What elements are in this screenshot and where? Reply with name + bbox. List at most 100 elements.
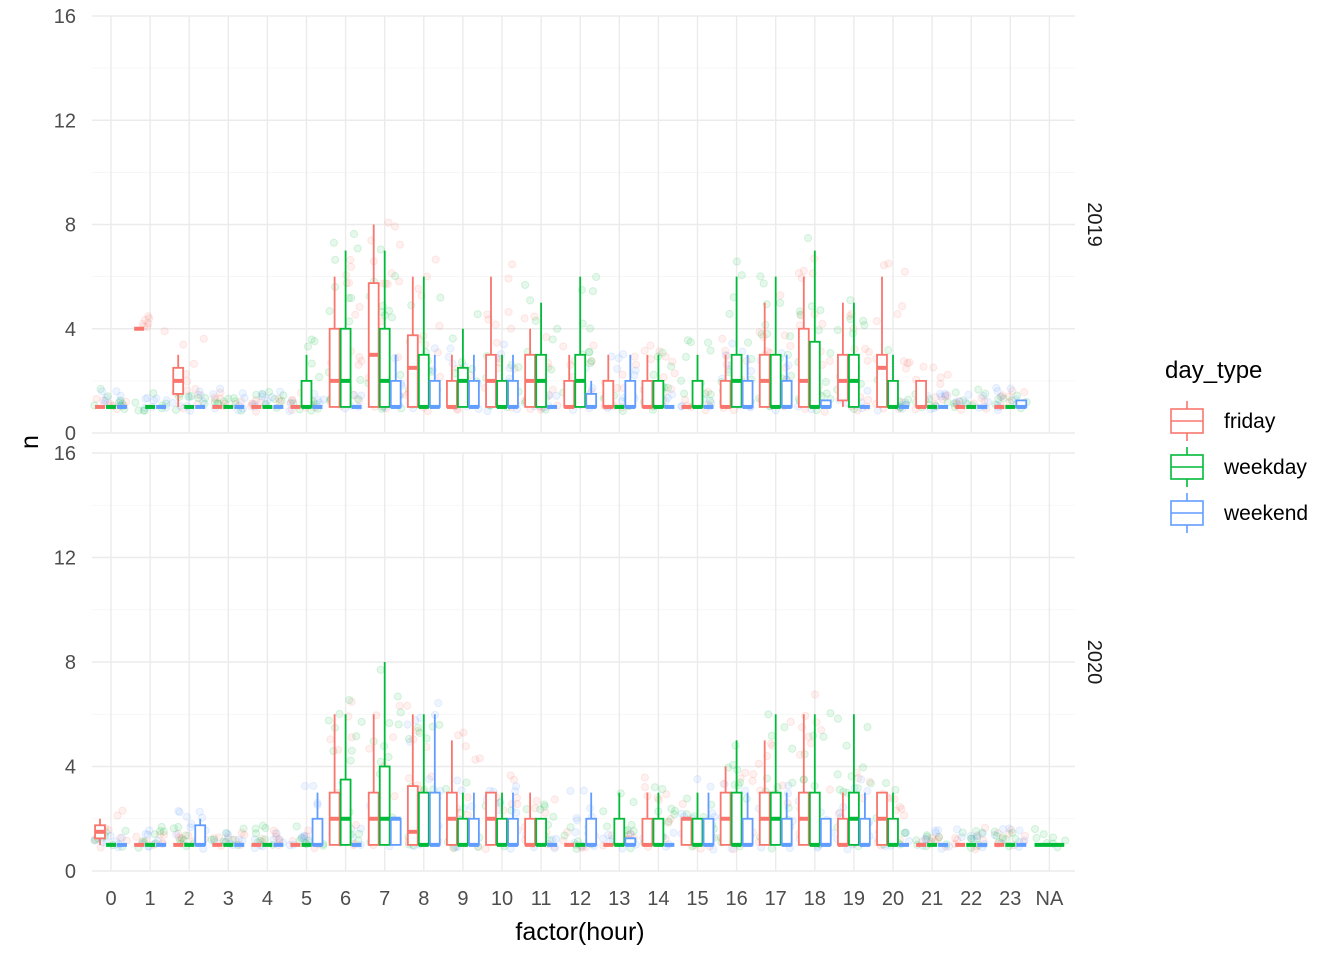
jitter-point <box>214 833 224 842</box>
jitter-point <box>376 757 385 766</box>
box-rect <box>859 817 871 846</box>
box-friday-17 <box>758 740 771 846</box>
box-rect <box>389 379 402 408</box>
jitter-point <box>586 359 595 368</box>
jitter-point <box>347 293 356 303</box>
jitter-point <box>900 267 910 276</box>
jitter-point <box>749 769 758 779</box>
jitter-point <box>618 370 627 379</box>
jitter-point <box>145 314 154 323</box>
jitter-point <box>992 831 1001 840</box>
jitter-point <box>279 391 288 400</box>
box-weekday-16 <box>730 740 743 847</box>
box-rect <box>406 785 419 846</box>
jitter-point <box>756 272 765 281</box>
jitter-point <box>825 785 835 794</box>
jitter-point <box>414 284 423 293</box>
jitter-point <box>116 391 125 401</box>
jitter-point <box>678 799 687 809</box>
box-weekday-20 <box>887 354 899 409</box>
box-rect <box>915 379 927 408</box>
jitter-point <box>669 828 678 837</box>
jitter-point <box>993 829 1002 838</box>
jitter-point <box>952 825 962 834</box>
jitter-point <box>335 709 344 719</box>
jitter-point <box>352 732 361 741</box>
jitter-point <box>900 828 909 837</box>
x-tick-label: 0 <box>105 888 116 910</box>
jitter-point <box>631 360 641 369</box>
jitter-point <box>748 776 757 785</box>
jitter-point <box>207 835 216 844</box>
jitter-point <box>804 732 813 741</box>
box-friday-11 <box>524 328 536 408</box>
jitter-point <box>407 301 416 310</box>
jitter-point <box>743 338 753 347</box>
jitter-point <box>508 260 517 269</box>
jitter-point <box>541 808 550 817</box>
jitter-point <box>211 395 220 404</box>
jitter-point <box>553 324 562 333</box>
jitter-point <box>964 390 973 399</box>
jitter-point <box>134 406 143 415</box>
jitter-point <box>598 834 608 843</box>
box-rect <box>876 353 888 408</box>
jitter-point <box>747 367 756 376</box>
jitter-point <box>395 701 404 710</box>
jitter-point <box>1005 829 1014 838</box>
jitter-point <box>658 348 667 357</box>
jitter-point <box>998 834 1008 844</box>
jitter-point <box>219 397 228 406</box>
jitter-point <box>566 360 575 369</box>
jitter-point <box>270 394 279 404</box>
jitter-point <box>864 347 873 357</box>
box-rect <box>378 765 391 846</box>
jitter-point <box>941 391 950 400</box>
jitter-point <box>1061 836 1070 845</box>
jitter-point <box>331 255 340 264</box>
jitter-point <box>941 389 950 399</box>
jitter-point <box>384 753 393 762</box>
box-weekend-9 <box>468 792 480 847</box>
jitter-point <box>984 397 993 407</box>
box-rect <box>741 817 754 846</box>
jitter-point <box>511 782 521 791</box>
jitter-point <box>187 391 196 401</box>
box-rect <box>769 353 782 408</box>
jitter-point <box>938 395 947 404</box>
x-tick-label: 14 <box>647 888 669 910</box>
jitter-point <box>509 775 519 784</box>
jitter-point <box>821 377 831 386</box>
box-rect <box>741 379 754 408</box>
jitter-point <box>396 708 405 717</box>
jitter-point <box>587 357 596 366</box>
box-rect <box>691 379 704 408</box>
box-weekday-17 <box>769 276 782 409</box>
jitter-point <box>183 377 192 386</box>
jitter-point <box>972 834 982 843</box>
jitter-point <box>718 334 727 343</box>
jitter-point <box>210 393 219 402</box>
jitter-point <box>785 332 795 341</box>
jitter-point <box>1030 824 1040 834</box>
jitter-point <box>863 723 872 732</box>
jitter-point <box>667 390 677 399</box>
jitter-point <box>506 324 516 333</box>
x-tick-label: 21 <box>921 888 943 910</box>
jitter-point <box>981 389 990 398</box>
jitter-point <box>116 833 125 843</box>
jitter-point <box>435 720 444 729</box>
jitter-point <box>826 709 835 718</box>
jitter-point <box>972 832 981 841</box>
jitter-point <box>463 810 472 819</box>
box-rect <box>406 334 419 408</box>
jitter-point <box>433 348 442 357</box>
x-tick-label: 20 <box>882 888 904 910</box>
jitter-point <box>973 831 982 840</box>
jitter-point <box>121 826 130 835</box>
jitter-point <box>728 339 737 348</box>
box-weekend-10 <box>507 354 519 409</box>
box-friday-7 <box>367 224 380 408</box>
jitter-point <box>448 334 457 343</box>
box-rect <box>468 817 480 846</box>
